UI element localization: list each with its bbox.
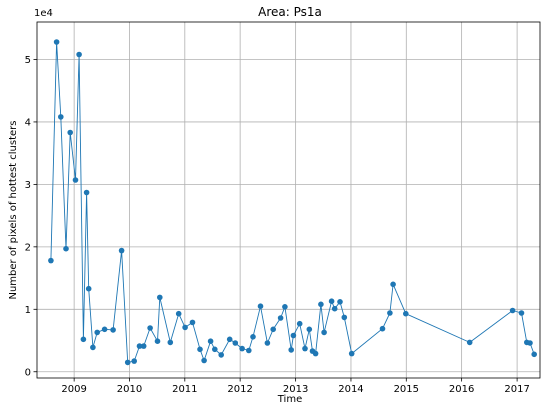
data-point — [63, 245, 69, 252]
data-point — [257, 303, 264, 310]
data-point — [264, 340, 271, 346]
data-point — [282, 304, 288, 310]
plot-frame — [36, 21, 541, 379]
x-tick-label: 2013 — [283, 384, 308, 395]
data-point — [189, 319, 196, 326]
data-point — [80, 336, 87, 343]
data-point — [387, 310, 393, 316]
data-point — [131, 358, 137, 364]
x-tick-label: 2017 — [504, 384, 529, 395]
y-tick-label: 2 — [25, 242, 31, 253]
x-tick-label: 2012 — [227, 384, 252, 395]
data-point — [136, 343, 143, 349]
y-tick-label: 1 — [25, 305, 31, 316]
data-point — [201, 357, 207, 364]
data-point — [403, 310, 409, 317]
y-tick-label: 3 — [25, 180, 31, 191]
x-tick-label: 2009 — [61, 384, 86, 395]
data-point — [140, 343, 147, 349]
data-point — [147, 325, 153, 331]
data-point — [246, 347, 252, 354]
chart-title: Area: Ps1a — [258, 5, 322, 19]
y-tick-label: 0 — [25, 367, 31, 378]
data-points — [48, 39, 537, 366]
data-point — [83, 189, 90, 196]
data-point — [124, 359, 131, 366]
data-point — [101, 326, 108, 333]
data-point — [312, 350, 319, 357]
data-point — [76, 51, 82, 58]
data-point — [509, 307, 516, 314]
data-point — [72, 177, 79, 183]
data-point — [118, 247, 125, 254]
data-point — [390, 281, 396, 288]
grid-lines — [37, 22, 540, 378]
x-axis-label: Time — [277, 394, 302, 405]
data-point — [466, 339, 473, 346]
y-axis-ticks: 0 1 2 3 4 5 — [25, 55, 37, 378]
data-point — [348, 350, 355, 357]
data-point — [207, 338, 214, 345]
data-point — [527, 340, 533, 346]
data-point — [302, 345, 308, 352]
x-axis-ticks: 2009 2010 2011 2012 2013 2014 2015 2016 2017 — [61, 378, 530, 395]
data-point — [277, 315, 284, 321]
data-point — [328, 298, 335, 305]
data-point — [94, 329, 100, 336]
x-tick-label: 2016 — [449, 384, 474, 395]
data-point — [321, 329, 327, 336]
data-point — [167, 339, 174, 346]
data-point — [154, 338, 161, 345]
data-point — [337, 299, 343, 305]
data-point — [306, 326, 313, 333]
data-point — [182, 324, 188, 331]
data-point — [212, 346, 218, 353]
x-tick-label: 2011 — [172, 384, 197, 395]
data-point — [157, 294, 163, 301]
data-point — [331, 305, 338, 312]
data-point — [270, 326, 277, 333]
data-point — [341, 314, 348, 321]
x-tick-label: 2014 — [338, 384, 363, 395]
data-point — [48, 257, 54, 264]
x-tick-label: 2010 — [117, 384, 142, 395]
data-point — [518, 310, 525, 316]
data-point — [218, 352, 224, 358]
data-point — [318, 301, 324, 308]
y-axis-label: Number of pixels of hottest clusters — [8, 120, 19, 299]
data-point — [67, 129, 73, 136]
y-tick-label: 5 — [25, 55, 31, 66]
data-point — [250, 334, 256, 340]
data-point — [531, 351, 537, 358]
y-tick-label: 4 — [25, 117, 31, 128]
data-point — [379, 325, 386, 332]
data-point — [296, 320, 303, 327]
data-point — [85, 285, 92, 292]
y-axis-offset-text: 1e4 — [34, 8, 53, 19]
data-point — [110, 327, 116, 333]
x-tick-label: 2015 — [394, 384, 419, 395]
data-point — [226, 336, 233, 343]
data-point — [239, 345, 245, 352]
data-point — [197, 346, 203, 353]
data-point — [58, 114, 64, 120]
data-point — [175, 310, 182, 317]
data-point — [288, 347, 295, 353]
data-point — [290, 332, 297, 339]
data-point — [232, 340, 239, 346]
data-point — [90, 344, 96, 351]
data-point — [53, 39, 60, 45]
